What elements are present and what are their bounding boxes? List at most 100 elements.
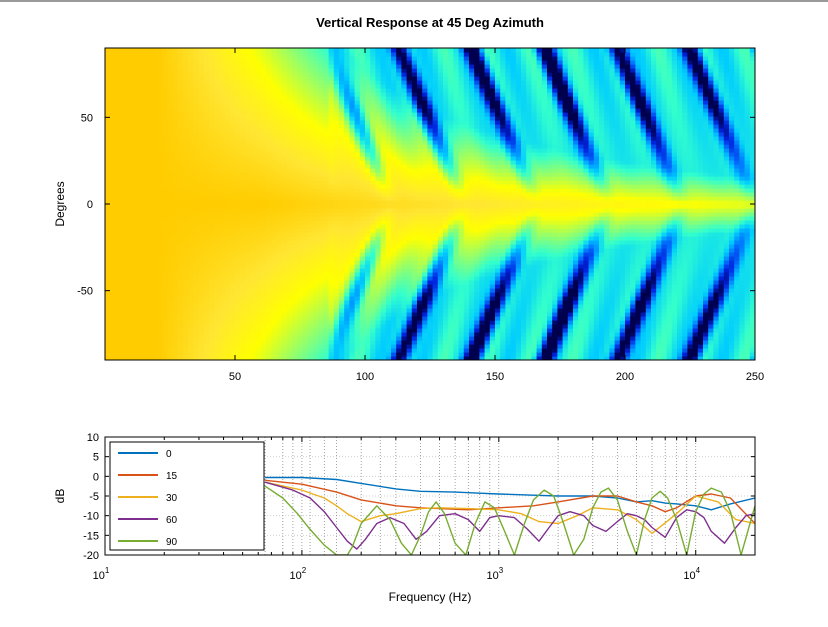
- heatmap-cell: [261, 128, 267, 133]
- heatmap-cell: [385, 168, 392, 173]
- heatmap-cell: [411, 184, 418, 189]
- heatmap-cell: [292, 168, 298, 173]
- heatmap-cell: [427, 236, 434, 241]
- heatmap-cell: [177, 316, 184, 321]
- heatmap-cell: [261, 352, 267, 357]
- heatmap-cell: [271, 108, 278, 113]
- heatmap-cell: [167, 344, 174, 349]
- heatmap-cell: [131, 324, 137, 329]
- heatmap-cell: [375, 60, 382, 65]
- heatmap-cell: [339, 244, 345, 249]
- heatmap-cell: [349, 280, 356, 285]
- heatmap-cell: [245, 136, 252, 141]
- heatmap-cell: [136, 160, 142, 165]
- heatmap-cell: [219, 284, 226, 289]
- heatmap-cell: [323, 280, 330, 285]
- heatmap-cell: [219, 76, 226, 81]
- heatmap-cell: [318, 156, 324, 161]
- heatmap-cell: [417, 268, 423, 273]
- heatmap-cell: [411, 124, 418, 129]
- heatmap-cell: [157, 68, 163, 73]
- heatmap-cell: [219, 308, 226, 313]
- heatmap-cell: [339, 128, 345, 133]
- heatmap-cell: [131, 352, 137, 357]
- heatmap-cell: [375, 188, 382, 193]
- heatmap-cell: [307, 196, 314, 201]
- heatmap-cell: [391, 156, 397, 161]
- heatmap-cell: [406, 212, 413, 217]
- heatmap-cell: [427, 152, 434, 157]
- heatmap-cell: [193, 108, 200, 113]
- heatmap-cell: [427, 108, 434, 113]
- heatmap-cell: [406, 312, 413, 317]
- heatmap-cell: [229, 148, 236, 153]
- heatmap-cell: [287, 276, 293, 281]
- heatmap-cell: [380, 64, 387, 69]
- heatmap-cell: [203, 56, 210, 61]
- heatmap-cell: [105, 276, 111, 281]
- heatmap-cell: [333, 336, 340, 341]
- heatmap-cell: [115, 220, 122, 225]
- heatmap-cell: [359, 288, 366, 293]
- heatmap-cell: [349, 264, 356, 269]
- heatmap-cell: [323, 168, 330, 173]
- heatmap-cell: [157, 232, 163, 237]
- heatmap-cell: [271, 296, 278, 301]
- heatmap-cell: [162, 180, 168, 185]
- heatmap-cell: [333, 356, 340, 360]
- heatmap-cell: [417, 340, 423, 345]
- heatmap-cell: [302, 56, 309, 61]
- heatmap-cell: [432, 296, 439, 301]
- heatmap-cell: [136, 288, 142, 293]
- heatmap-cell: [162, 252, 168, 257]
- heatmap-cell: [115, 52, 122, 57]
- heatmap-cell: [432, 116, 439, 121]
- heatmap-cell: [172, 356, 179, 360]
- heatmap-cell: [193, 168, 200, 173]
- heatmap-cell: [344, 308, 350, 313]
- heatmap-cell: [370, 80, 376, 85]
- heatmap-cell: [146, 332, 153, 337]
- heatmap-cell: [406, 192, 413, 197]
- heatmap-cell: [401, 328, 408, 333]
- heatmap-cell: [344, 304, 350, 309]
- heatmap-cell: [245, 352, 252, 357]
- heatmap-cell: [427, 168, 434, 173]
- heatmap-cell: [328, 80, 335, 85]
- heatmap-cell: [370, 344, 376, 349]
- heatmap-cell: [339, 176, 345, 181]
- heatmap-cell: [318, 276, 324, 281]
- heatmap-cell: [359, 172, 366, 177]
- heatmap-cell: [198, 312, 205, 317]
- heatmap-cell: [146, 60, 153, 65]
- heatmap-cell: [125, 272, 132, 277]
- heatmap-cell: [198, 120, 205, 125]
- heatmap-cell: [110, 236, 116, 241]
- heatmap-cell: [105, 256, 111, 261]
- heatmap-cell: [365, 308, 371, 313]
- heatmap-cell: [203, 336, 210, 341]
- heatmap-cell: [261, 92, 267, 97]
- heatmap-cell: [177, 336, 184, 341]
- heatmap-cell: [380, 84, 387, 89]
- heatmap-cell: [271, 268, 278, 273]
- heatmap-cell: [287, 220, 293, 225]
- heatmap-cell: [193, 304, 200, 309]
- heatmap-cell: [209, 356, 215, 360]
- heatmap-cell: [136, 292, 142, 297]
- heatmap-cell: [422, 296, 428, 301]
- heatmap-cell: [380, 156, 387, 161]
- heatmap-cell: [115, 304, 122, 309]
- heatmap-cell: [318, 60, 324, 65]
- heatmap-cell: [307, 56, 314, 61]
- heatmap-cell: [157, 296, 163, 301]
- heatmap-cell: [375, 68, 382, 73]
- heatmap-cell: [396, 332, 402, 337]
- heatmap-cell: [422, 132, 428, 137]
- heatmap-cell: [146, 268, 153, 273]
- heatmap-cell: [323, 292, 330, 297]
- heatmap-cell: [422, 344, 428, 349]
- heatmap-cell: [151, 320, 158, 325]
- heatmap-cell: [287, 208, 293, 213]
- heatmap-cell: [422, 232, 428, 237]
